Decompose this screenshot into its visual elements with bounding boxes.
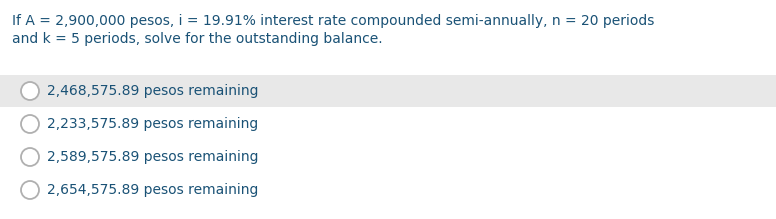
Bar [0,75,776,107]
Text: 2,468,575.89 pesos remaining: 2,468,575.89 pesos remaining [47,84,258,98]
Text: If A = 2,900,000 pesos, i = 19.91% interest rate compounded semi-annually, n = 2: If A = 2,900,000 pesos, i = 19.91% inter… [12,14,654,28]
Circle shape [21,148,39,166]
Circle shape [21,115,39,133]
Circle shape [21,82,39,100]
Text: 2,589,575.89 pesos remaining: 2,589,575.89 pesos remaining [47,150,258,164]
Circle shape [21,181,39,199]
Text: and k = 5 periods, solve for the outstanding balance.: and k = 5 periods, solve for the outstan… [12,32,383,46]
Text: 2,233,575.89 pesos remaining: 2,233,575.89 pesos remaining [47,117,258,131]
Text: 2,654,575.89 pesos remaining: 2,654,575.89 pesos remaining [47,183,258,197]
